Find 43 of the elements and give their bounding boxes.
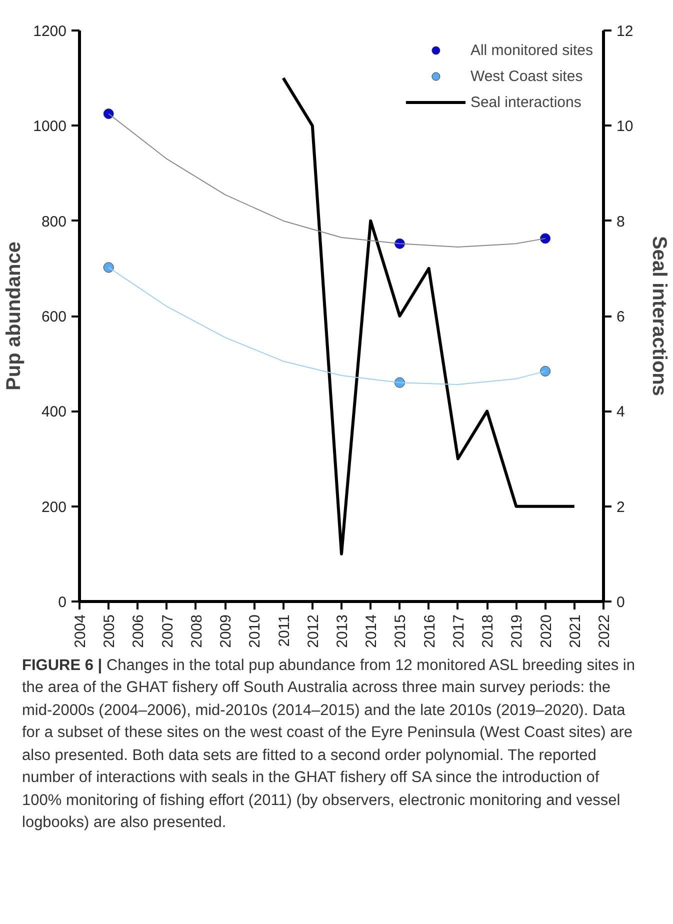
x-tick-label: 2004: [72, 614, 89, 648]
y2-tick-label: 8: [616, 213, 625, 230]
y2-axis-title: Seal interactions: [648, 236, 670, 396]
legend-label: Seal interactions: [470, 94, 582, 110]
legend-label: All monitored sites: [470, 42, 593, 58]
y2-tick-label: 6: [616, 308, 625, 326]
text: FIGURE 6 | Changes in the total pup abundance from 12 monitored ASL breeding sites in the area of the GHAT fishery off South Australia across three main survey periods: the mid-2000s (2004–2006), mid-2010s (2014–2015) and the late 2010s (2019–2020). Data for a subset of these sites on the west coast of the Eyre Peninsula (West Coast sites) are also presented. Both data sets are fitted to a second order polynomial. The reported number of interactions with seals in the GHAT fishery off SA since the introduction of 100% monitoring of fishing effort (2011) (by observers, electronic monitoring and vessel logbooks) are also presented.: [22, 657, 635, 832]
x-tick-label: 2008: [188, 614, 206, 648]
x-tick-label: 2019: [508, 614, 526, 648]
x-tick-label: 2009: [218, 614, 235, 648]
y2-tick-label: 10: [616, 118, 634, 136]
y-axis-title: Pup abundance: [3, 242, 26, 390]
y2-tick-label: 12: [616, 23, 634, 40]
x-tick-label: 2007: [159, 614, 176, 648]
x-tick-label: 2014: [363, 614, 380, 648]
y-tick-label: 200: [41, 498, 67, 516]
x-tick-label: 2018: [480, 614, 497, 648]
x-tick-label: 2020: [538, 614, 555, 648]
x-tick-label: 2006: [130, 614, 148, 648]
point: [103, 262, 114, 273]
x-tick-label: 2021: [566, 614, 584, 648]
x-tick-label: 2011: [276, 614, 293, 647]
y-tick-label: 600: [41, 308, 67, 326]
y-tick-label: 1000: [33, 118, 67, 136]
x-tick-label: 2017: [450, 614, 468, 648]
point: [103, 108, 114, 120]
x-tick-label: 2013: [334, 614, 351, 648]
x-tick-label: 2012: [304, 614, 322, 648]
y-tick-label: 400: [41, 404, 67, 421]
y2-tick-label: 2: [616, 498, 625, 516]
y-tick-label: 0: [58, 594, 66, 611]
legend-label: West Coast sites: [470, 68, 583, 84]
y2-tick-label: 4: [616, 404, 625, 421]
y-tick-label: 800: [41, 213, 67, 230]
point: [540, 366, 551, 376]
x-tick-label: 2022: [596, 614, 613, 648]
x-tick-label: 2015: [392, 614, 410, 648]
x-tick-label: 2010: [246, 614, 264, 648]
y2-tick-label: 0: [616, 594, 625, 611]
y-tick-label: 1200: [33, 23, 67, 40]
x-tick-label: 2005: [101, 614, 118, 648]
x-tick-label: 2016: [421, 614, 438, 648]
point: [540, 233, 551, 244]
